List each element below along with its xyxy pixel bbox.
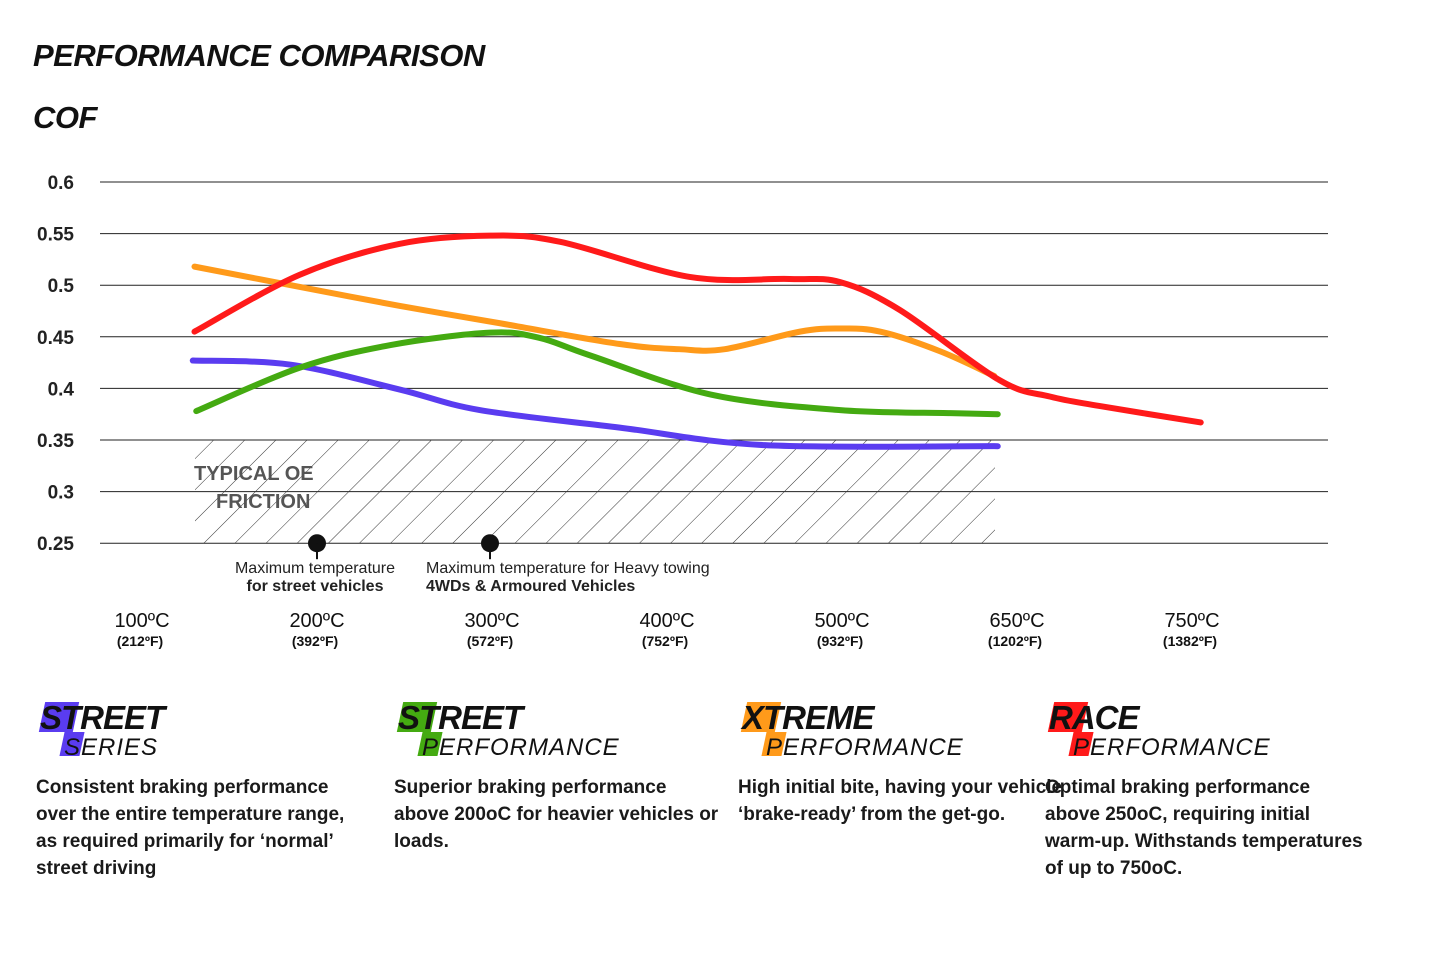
legend-description: High initial bite, having your vehicle ‘… — [738, 777, 1063, 825]
x-tick-label: 100ºC — [114, 610, 169, 632]
legend-logo: RACE PERFORMANCE — [1047, 699, 1271, 761]
marker-label-line2: for street vehicles — [247, 578, 384, 595]
x-tick-label: 200ºC — [289, 610, 344, 632]
x-tick-sublabel: (1382ºF) — [1163, 633, 1217, 649]
series-line — [193, 329, 1001, 418]
x-tick-label: 500ºC — [814, 610, 869, 632]
y-tick-label: 0.55 — [37, 225, 74, 246]
legend-description: Optimal braking performance above 250oC,… — [1045, 777, 1363, 879]
series-line — [189, 357, 1001, 450]
legend-logo: XTREME PERFORMANCE — [740, 699, 964, 761]
y-tick-label: 0.25 — [37, 534, 74, 555]
x-tick-label: 750ºC — [1164, 610, 1219, 632]
legend-logo-title: STREET — [398, 699, 523, 736]
region-label-line1: TYPICAL OE — [194, 463, 314, 485]
x-tick-sublabel: (572ºF) — [467, 633, 513, 649]
y-tick-label: 0.3 — [48, 483, 74, 504]
series-line — [191, 263, 998, 380]
legend-logo-subtitle: PERFORMANCE — [1073, 734, 1271, 761]
legend-logo: STREET SERIES — [38, 699, 165, 761]
x-tick-sublabel: (212ºF) — [117, 633, 163, 649]
x-tick-label: 300ºC — [464, 610, 519, 632]
legend-logo-title: RACE — [1049, 699, 1140, 736]
x-tick-label: 400ºC — [639, 610, 694, 632]
chart-title: PERFORMANCE COMPARISON — [33, 38, 485, 73]
legend-description: Consistent braking performance over the … — [36, 777, 345, 879]
y-axis-label: COF — [33, 100, 97, 135]
x-tick-label: 650ºC — [989, 610, 1044, 632]
legend-logo-subtitle: PERFORMANCE — [422, 734, 620, 761]
y-tick-label: 0.45 — [37, 328, 74, 349]
legend-logo-title: STREET — [40, 699, 165, 736]
x-tick-sublabel: (752ºF) — [642, 633, 688, 649]
legend-logo-subtitle: PERFORMANCE — [766, 734, 964, 761]
series-line — [191, 232, 1204, 426]
typical-oe-friction-region — [195, 440, 995, 544]
y-tick-label: 0.35 — [37, 431, 74, 452]
x-tick-sublabel: (1202ºF) — [988, 633, 1042, 649]
marker-label-line1: Maximum temperature for Heavy towing — [426, 560, 710, 577]
y-tick-label: 0.6 — [48, 173, 74, 194]
marker-label-line1: Maximum temperature — [235, 560, 395, 577]
x-tick-sublabel: (932ºF) — [817, 633, 863, 649]
region-label-line2: FRICTION — [216, 491, 310, 513]
marker-label-line2: 4WDs & Armoured Vehicles — [426, 578, 635, 595]
legend-logo-subtitle: SERIES — [64, 734, 159, 761]
legend-logo-title: XTREME — [742, 699, 875, 736]
legend-logo: STREET PERFORMANCE — [396, 699, 620, 761]
legend-description: Superior braking performance above 200oC… — [394, 777, 719, 852]
cof-chart: 0.60.550.50.450.40.350.30.25 TYPICAL OE … — [37, 173, 1328, 649]
x-tick-sublabel: (392ºF) — [292, 633, 338, 649]
y-tick-label: 0.4 — [48, 379, 75, 400]
y-tick-label: 0.5 — [48, 276, 75, 297]
